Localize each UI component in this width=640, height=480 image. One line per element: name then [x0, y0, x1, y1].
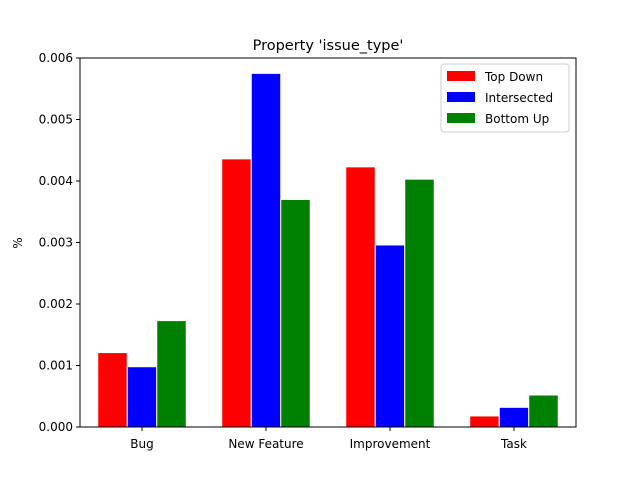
y-tick-label: 0.006 [39, 51, 73, 65]
y-tick-label: 0.000 [39, 420, 73, 434]
bar-top-down [469, 415, 500, 428]
bar-top-down [221, 158, 252, 428]
bar-top-down [97, 352, 128, 428]
bar-intersected [250, 72, 282, 428]
y-tick-label: 0.003 [39, 236, 73, 250]
bar-top-down [345, 166, 376, 428]
bar-intersected [498, 406, 530, 428]
x-tick-label: New Feature [228, 437, 303, 451]
bar-intersected [126, 366, 158, 428]
legend-swatch [447, 92, 475, 102]
y-tick-label: 0.002 [39, 297, 73, 311]
bar-bottom-up [528, 394, 559, 428]
legend: Top Down Intersected Bottom Up [440, 63, 570, 133]
legend-label: Intersected [485, 91, 553, 105]
legend-label: Top Down [484, 70, 543, 84]
y-axis-ticks: 0.000 0.001 0.002 0.003 0.004 0.005 0.006 [39, 51, 80, 434]
bars-group [97, 72, 559, 428]
x-tick-label: Task [500, 437, 527, 451]
legend-label: Bottom Up [485, 112, 549, 126]
bar-bottom-up [280, 198, 311, 428]
y-tick-label: 0.005 [39, 113, 73, 127]
legend-swatch [447, 71, 475, 81]
bar-intersected [374, 244, 406, 428]
plot-frame [79, 57, 577, 428]
y-axis-label: % [11, 237, 25, 248]
bar-bottom-up [404, 178, 435, 428]
x-tick-label: Bug [130, 437, 153, 451]
bar-bottom-up [156, 320, 187, 428]
chart-title: Property 'issue_type' [253, 38, 404, 54]
y-tick-label: 0.001 [39, 359, 73, 373]
legend-swatch [447, 113, 475, 123]
x-tick-label: Improvement [350, 437, 431, 451]
x-axis-ticks: Bug New Feature Improvement Task [130, 427, 527, 451]
y-tick-label: 0.004 [39, 174, 73, 188]
